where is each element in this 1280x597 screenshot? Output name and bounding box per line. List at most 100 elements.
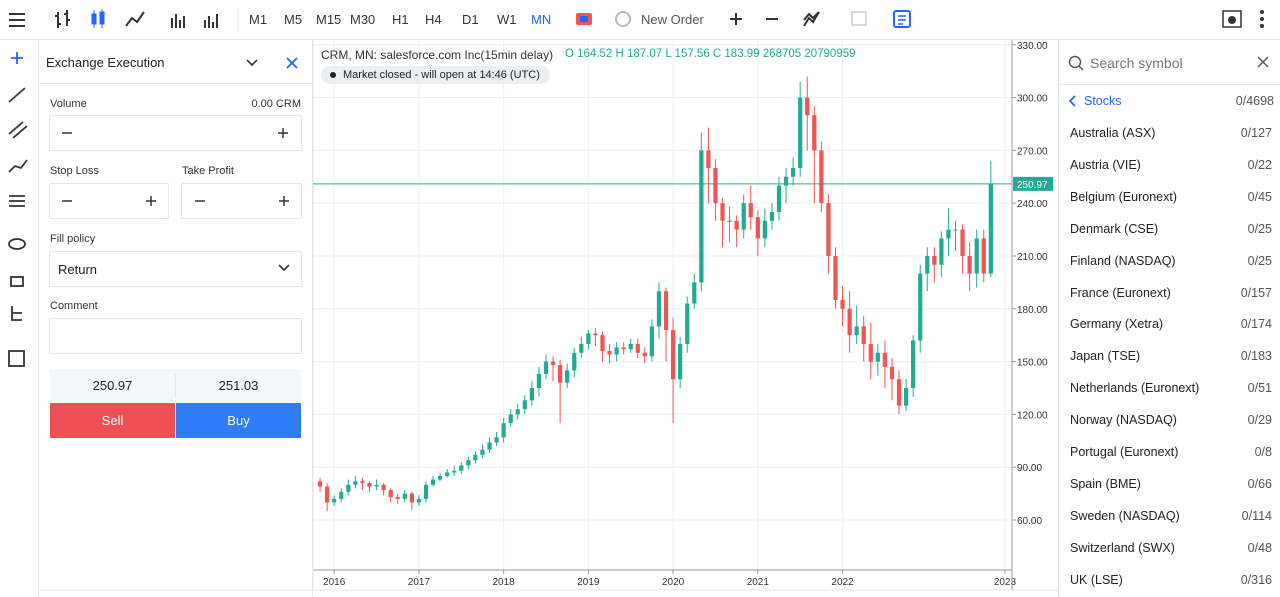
candle-body	[480, 449, 485, 455]
tree-tool[interactable]	[11, 306, 22, 321]
more-icon[interactable]	[1260, 17, 1264, 21]
search-input[interactable]: Search symbol	[1090, 55, 1183, 71]
timeframe-button[interactable]: H1	[392, 12, 409, 27]
candle-body	[953, 229, 958, 231]
candle-body	[656, 291, 662, 327]
symbol-group[interactable]: Sweden (NASDAQ) 0/114	[1070, 509, 1272, 523]
channel-tool[interactable]	[8, 121, 28, 139]
chart: 60.00 90.00 120.00 150.00 180.00 210.00 240.00…	[38, 40, 1058, 591]
fill-policy-value: Return	[58, 262, 98, 277]
volume-value: 0.00 CRM	[251, 98, 301, 110]
candle-body	[967, 255, 972, 274]
candle-body	[437, 476, 443, 480]
close-icon[interactable]	[286, 57, 298, 69]
timeframe-button[interactable]: MN	[531, 12, 552, 27]
symbol-group-name: Austria (VIE)	[1070, 157, 1141, 172]
x-tick-label: 2019	[577, 577, 600, 588]
symbol-group-count: 0/51	[1247, 381, 1272, 396]
candle-body	[981, 238, 986, 274]
line-icon[interactable]	[125, 11, 145, 27]
symbol-group-name: Norway (NASDAQ)	[1070, 413, 1177, 428]
fill-policy-select[interactable]	[49, 251, 302, 287]
candle-body	[692, 282, 697, 304]
candle-body	[840, 299, 845, 309]
fib-tool[interactable]	[9, 195, 25, 207]
symbol-group-count: 0/25	[1247, 221, 1272, 236]
indicator-icon[interactable]	[803, 11, 820, 27]
calendar-icon[interactable]	[851, 11, 867, 26]
timeframe-button[interactable]: M5	[284, 12, 303, 27]
symbol-group[interactable]: Spain (BME) 0/66	[1070, 477, 1272, 491]
candle-body	[642, 352, 647, 357]
notes-icon[interactable]	[893, 10, 911, 28]
volume2-icon[interactable]	[204, 14, 218, 28]
timeframe-button[interactable]: M1	[249, 12, 268, 27]
sell-button[interactable]: Sell	[50, 403, 175, 438]
group-name[interactable]: Stocks	[1084, 94, 1122, 108]
symbol-group-count: 0/127	[1240, 126, 1272, 140]
screenshot-icon[interactable]	[1222, 10, 1242, 28]
timeframe-button[interactable]: D1	[462, 12, 479, 27]
back-arrow[interactable]	[1068, 94, 1078, 108]
candle-body	[515, 409, 520, 415]
menu-icon[interactable]	[9, 13, 25, 27]
symbol-group[interactable]: Netherlands (Euronext) 0/51	[1070, 381, 1272, 395]
buy-button[interactable]: Buy	[176, 403, 301, 438]
symbol-group[interactable]: Japan (TSE) 0/183	[1070, 349, 1272, 363]
y-tick-label: 330.00	[1017, 41, 1048, 52]
fill-policy-label: Fill policy	[50, 233, 96, 245]
clock-icon[interactable]	[615, 11, 631, 27]
x-tick-label: 2016	[323, 577, 346, 588]
bars-icon[interactable]	[55, 10, 70, 28]
dropdown-icon[interactable]	[246, 59, 258, 67]
symbol-group-count: 0/66	[1247, 476, 1272, 491]
trendline-tool[interactable]	[8, 87, 26, 103]
status-text: Market closed - will open at 14:46 (UTC)	[343, 69, 540, 81]
candle-body	[572, 352, 577, 371]
zoom-icons[interactable]	[730, 13, 778, 25]
y-tick-label: 90.00	[1017, 463, 1042, 474]
symbol-group[interactable]: Denmark (CSE) 0/25	[1070, 222, 1272, 236]
candle-body	[755, 217, 760, 239]
new-order[interactable]: New Order	[641, 12, 704, 27]
symbol-group[interactable]: Australia (ASX) 0/127	[1070, 126, 1272, 140]
symbol-group[interactable]: Belgium (Euronext) 0/45	[1070, 190, 1272, 204]
candle-body	[663, 291, 669, 330]
volume-input[interactable]	[49, 115, 302, 151]
market-status: Market closed - will open at 14:46 (UTC)	[321, 66, 550, 84]
symbol-group[interactable]: Germany (Xetra) 0/174	[1070, 317, 1272, 331]
clear-search[interactable]	[1257, 56, 1269, 68]
symbol-group-count: 0/157	[1240, 285, 1272, 300]
symbol-group[interactable]: France (Euronext) 0/157	[1070, 286, 1272, 300]
timeframe-button[interactable]: M30	[350, 12, 376, 27]
timeframe-button[interactable]: M15	[316, 12, 342, 27]
candle-body	[896, 379, 902, 406]
candles-icon[interactable]	[91, 9, 105, 28]
symbol-group[interactable]: UK (LSE) 0/316	[1070, 573, 1272, 587]
symbol-group[interactable]: Austria (VIE) 0/22	[1070, 158, 1272, 172]
lock-tool[interactable]	[10, 276, 24, 287]
candle-body	[529, 387, 534, 401]
layers-tool[interactable]	[8, 350, 25, 367]
symbol-group[interactable]: Norway (NASDAQ) 0/29	[1070, 413, 1272, 427]
candle-body	[649, 326, 655, 357]
symbol-group[interactable]: Portugal (Euronext) 0/8	[1070, 445, 1272, 459]
candle-body	[579, 343, 584, 353]
candle-body	[727, 220, 732, 222]
symbol-group[interactable]: Switzerland (SWX) 0/48	[1070, 541, 1272, 555]
crosshair-tool[interactable]	[11, 52, 23, 64]
candle-body	[565, 370, 570, 383]
timeframe-button[interactable]: W1	[497, 12, 517, 27]
group-count: 0/4698	[1235, 94, 1274, 108]
symbol-group-name: Denmark (CSE)	[1070, 221, 1159, 236]
symbol-group-count: 0/8	[1254, 445, 1272, 459]
candle-body	[946, 229, 951, 239]
candle-body	[536, 373, 542, 388]
path-tool[interactable]	[8, 159, 28, 173]
symbol-group[interactable]: Finland (NASDAQ) 0/25	[1070, 254, 1272, 268]
eye-tool[interactable]	[8, 238, 26, 250]
comment-input[interactable]	[49, 318, 302, 354]
volume-icon[interactable]	[171, 14, 185, 28]
timeframe-button[interactable]: H4	[425, 12, 442, 27]
ohlc-readout: O 164.52 H 187.07 L 157.56 C 183.99 2687…	[565, 48, 856, 60]
